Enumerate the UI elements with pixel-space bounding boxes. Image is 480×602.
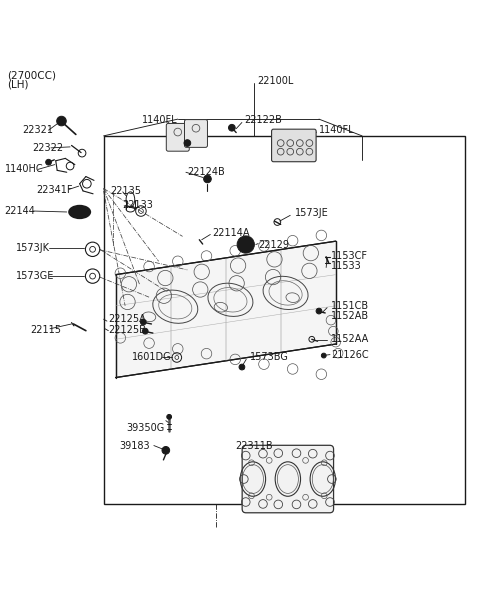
FancyBboxPatch shape xyxy=(242,445,334,513)
Text: 22322: 22322 xyxy=(32,143,63,153)
Circle shape xyxy=(184,140,191,146)
Circle shape xyxy=(167,414,171,419)
Circle shape xyxy=(239,364,245,370)
Text: 1153CF: 1153CF xyxy=(331,250,368,261)
Text: 22129: 22129 xyxy=(258,240,289,249)
Text: (2700CC): (2700CC) xyxy=(7,70,56,80)
Circle shape xyxy=(316,308,322,314)
Text: 1573JK: 1573JK xyxy=(16,243,50,253)
Text: 21126C: 21126C xyxy=(331,350,369,359)
Text: 22311B: 22311B xyxy=(235,441,273,450)
Ellipse shape xyxy=(68,205,91,219)
FancyBboxPatch shape xyxy=(184,120,207,147)
Text: 22100L: 22100L xyxy=(257,76,293,86)
Text: 22124B: 22124B xyxy=(187,167,225,177)
Text: 39183: 39183 xyxy=(120,441,150,450)
Text: 22115: 22115 xyxy=(30,324,61,335)
Text: 1573BG: 1573BG xyxy=(250,353,288,362)
Text: 22125A: 22125A xyxy=(108,314,146,324)
Polygon shape xyxy=(116,241,336,377)
Circle shape xyxy=(228,125,235,131)
Text: 1151CB: 1151CB xyxy=(331,301,369,311)
Text: 1140FL: 1140FL xyxy=(142,115,178,125)
Text: (LH): (LH) xyxy=(7,79,28,89)
Text: 1573JE: 1573JE xyxy=(295,208,329,219)
Circle shape xyxy=(46,160,51,165)
Circle shape xyxy=(57,116,66,126)
Circle shape xyxy=(141,319,146,325)
FancyBboxPatch shape xyxy=(166,123,189,151)
Text: 1152AA: 1152AA xyxy=(331,334,369,344)
Text: 39350G: 39350G xyxy=(126,423,164,433)
Ellipse shape xyxy=(73,209,86,216)
Text: 1152AB: 1152AB xyxy=(331,311,369,321)
Bar xyxy=(104,136,465,504)
Text: 22114A: 22114A xyxy=(212,228,250,238)
Text: 22125B: 22125B xyxy=(108,324,146,335)
Text: 22122B: 22122B xyxy=(244,115,282,125)
Circle shape xyxy=(204,175,211,183)
Text: 22144: 22144 xyxy=(4,206,36,216)
Circle shape xyxy=(237,236,254,253)
Text: 1140FL: 1140FL xyxy=(319,125,355,135)
Circle shape xyxy=(143,328,148,334)
Text: 1140HC: 1140HC xyxy=(4,164,43,175)
Text: 22341F: 22341F xyxy=(36,185,73,195)
Text: 1601DG: 1601DG xyxy=(132,353,172,362)
Text: 11533: 11533 xyxy=(331,261,362,271)
Circle shape xyxy=(162,447,169,454)
Text: 22135: 22135 xyxy=(110,186,141,196)
Text: 1573GE: 1573GE xyxy=(16,271,54,281)
Text: 22133: 22133 xyxy=(123,200,154,210)
Circle shape xyxy=(241,240,250,249)
Circle shape xyxy=(322,353,326,358)
Text: 22321: 22321 xyxy=(22,125,53,135)
FancyBboxPatch shape xyxy=(272,129,316,162)
